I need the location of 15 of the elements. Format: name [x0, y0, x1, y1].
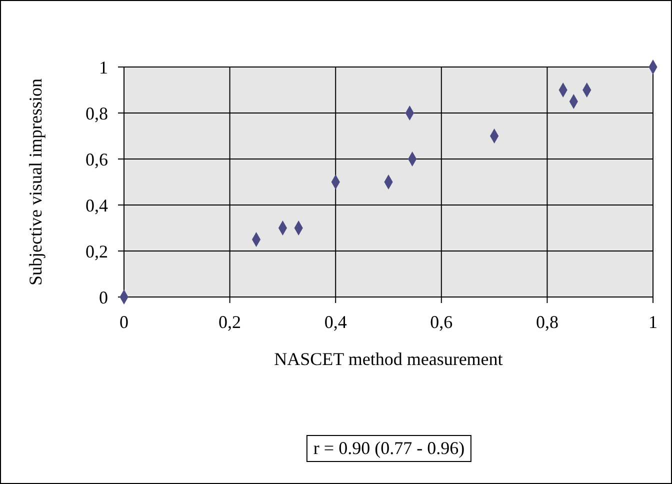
x-tick-label: 0,6	[430, 312, 453, 332]
x-tick-label: 1	[648, 312, 658, 332]
y-axis-title: Subjective visual impression	[25, 78, 46, 286]
y-tick-label: 0,2	[86, 241, 108, 262]
x-tick-label: 0,2	[218, 312, 242, 332]
x-tick-label: 0,4	[324, 312, 347, 332]
y-tick-label: 0	[99, 287, 108, 308]
y-tick-label: 1	[99, 57, 108, 78]
text: r = 0.90 (0.77 - 0.96)	[306, 435, 472, 462]
y-tick-label: 0,4	[86, 195, 108, 216]
x-tick-label: 0	[120, 312, 128, 332]
x-tick-label: 0,8	[536, 312, 558, 332]
y-tick-label: 0,8	[86, 103, 108, 124]
x-axis-title: NASCET method measurement	[274, 349, 503, 369]
y-tick-label: 0,6	[86, 149, 108, 170]
